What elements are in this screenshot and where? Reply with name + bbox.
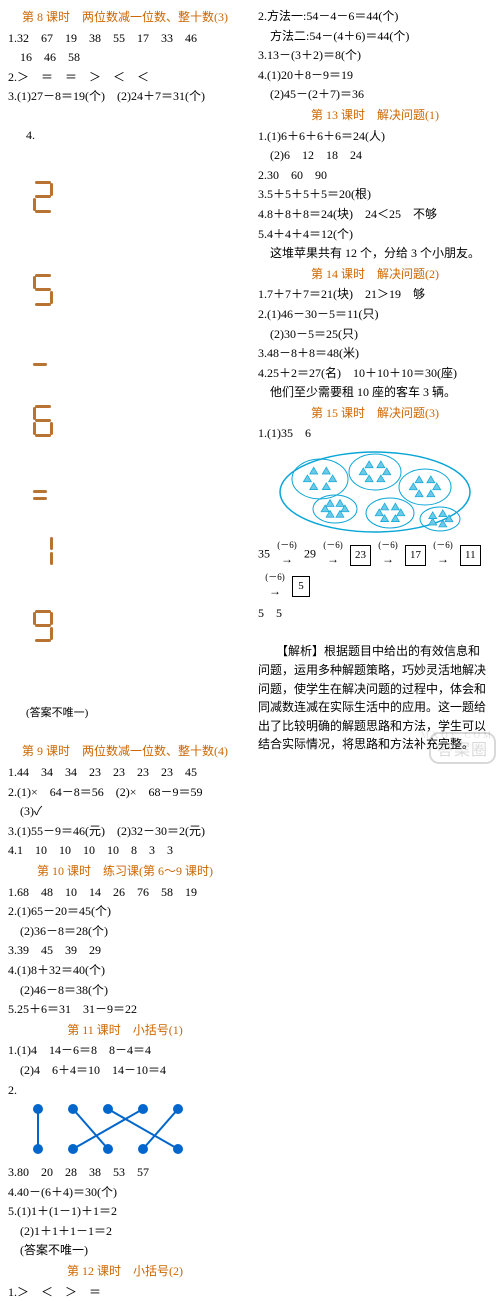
heading-lesson-13: 第 13 课时 解决问题(1)	[258, 106, 492, 125]
heading-lesson-8: 第 8 课时 两位数减一位数、整十数(3)	[8, 8, 242, 27]
matchstick-equation	[8, 165, 54, 700]
right-column: 2.方法一:54－4－6＝44(个) 方法二:54－(4＋6)＝44(个) 3.…	[250, 0, 500, 768]
heading-lesson-15: 第 15 课时 解决问题(3)	[258, 404, 492, 423]
pebble-diagram	[275, 447, 475, 537]
text-line: 4.40－(6＋4)＝30(个)	[8, 1183, 242, 1202]
text-line: 1.(1)4 14－6＝8 8－4＝4	[8, 1041, 242, 1060]
text-line: 3.39 45 39 29	[8, 941, 242, 960]
digit-1	[33, 535, 53, 567]
matches-row: 4.	[8, 107, 242, 740]
text-line: 1.(1)35 6	[258, 424, 492, 443]
text-line: 他们至少需要租 10 座的客车 3 辆。	[258, 383, 492, 402]
text-line: 1.7＋7＋7＝21(块) 21＞19 够	[258, 285, 492, 304]
text-line: 2.(1)× 64－8＝56 (2)× 68－9＝59	[8, 783, 242, 802]
heading-lesson-9: 第 9 课时 两位数减一位数、整十数(4)	[8, 742, 242, 761]
page: 第 8 课时 两位数减一位数、整十数(3) 1.32 67 19 38 55 1…	[0, 0, 500, 768]
flow-row-2: (－6)→5	[258, 573, 492, 601]
text-line: 3.(1)27－8＝19(个) (2)24＋7＝31(个)	[8, 87, 242, 106]
text-line: 3.(1)55－9＝46(元) (2)32－30＝2(元)	[8, 822, 242, 841]
digit-6	[33, 405, 53, 437]
text-line: 5.25＋6＝31 31－9＝22	[8, 1000, 242, 1019]
text-line: 4.(1)20＋8－9＝19	[258, 66, 492, 85]
text-line: 2.方法一:54－4－6＝44(个)	[258, 7, 492, 26]
label: 2.	[8, 1081, 242, 1100]
text-line: 5 5	[258, 604, 492, 623]
equals-icon	[33, 479, 47, 511]
text-line: 2.30 60 90	[258, 166, 492, 185]
text-line: 1.68 48 10 14 26 76 58 19	[8, 883, 242, 902]
text-line: 5.4＋4＋4＝12(个)	[258, 225, 492, 244]
text-line: 1.(1)6＋6＋6＋6＝24(人)	[258, 127, 492, 146]
text-line: 16 46 58	[8, 48, 242, 67]
left-column: 第 8 课时 两位数减一位数、整十数(3) 1.32 67 19 38 55 1…	[0, 0, 250, 768]
analysis-head: 【解析】	[276, 644, 324, 658]
text-line: 4.(1)8＋32＝40(个)	[8, 961, 242, 980]
text-line: 3.13－(3＋2)＝8(个)	[258, 46, 492, 65]
text-line: 4.8＋8＋8＝24(块) 24＜25 不够	[258, 205, 492, 224]
text-line: (2)6 12 18 24	[258, 146, 492, 165]
text-line: (2)45－(2＋7)＝36	[258, 85, 492, 104]
text-line: 2.＞ ＝ ＝ ＞ ＜ ＜	[8, 68, 242, 87]
text-line: (2)4 6＋4＝10 14－10＝4	[8, 1061, 242, 1080]
text-line: (2)1＋1＋1－1＝2	[8, 1222, 242, 1241]
text-line: 1.＞ ＜ ＞ ＝	[8, 1283, 242, 1301]
text-line: 4.1 10 10 10 10 8 3 3	[8, 841, 242, 860]
digit-9	[33, 610, 53, 642]
text-line: 3.80 20 28 38 53 57	[8, 1163, 242, 1182]
flow-row-1: 35(－6)→29(－6)→23(－6)→17(－6)→11	[258, 541, 492, 569]
heading-lesson-12: 第 12 课时 小括号(2)	[8, 1262, 242, 1281]
note: (答案不唯一)	[26, 707, 88, 719]
text-line: 这堆苹果共有 12 个，分给 3 个小朋友。	[258, 244, 492, 263]
text-line: 2.(1)46－30－5＝11(只)	[258, 305, 492, 324]
label: 4.	[26, 128, 35, 142]
heading-lesson-11: 第 11 课时 小括号(1)	[8, 1021, 242, 1040]
text-line: 方法二:54－(4＋6)＝44(个)	[258, 27, 492, 46]
text-line: (答案不唯一)	[8, 1241, 242, 1260]
digit-5	[33, 274, 53, 306]
watermark-main: 答案圈	[429, 732, 496, 764]
heading-lesson-10: 第 10 课时 练习课(第 6～9 课时)	[8, 862, 242, 881]
text-line: 3.48－8＋8＝48(米)	[258, 344, 492, 363]
dot-match-diagram	[18, 1101, 198, 1161]
heading-lesson-14: 第 14 课时 解决问题(2)	[258, 265, 492, 284]
text-line: 5.(1)1＋(1－1)＋1＝2	[8, 1202, 242, 1221]
text-line: (2)30－5＝25(只)	[258, 325, 492, 344]
text-line: 1.32 67 19 38 55 17 33 46	[8, 29, 242, 48]
text-line: 3.5＋5＋5＋5＝20(根)	[258, 185, 492, 204]
text-line: 1.44 34 34 23 23 23 23 45	[8, 763, 242, 782]
minus-icon	[33, 349, 47, 381]
text-line: (3)✓	[8, 802, 242, 821]
digit-2	[33, 181, 53, 213]
text-line: (2)36－8＝28(个)	[8, 922, 242, 941]
text-line: (2)46－8＝38(个)	[8, 981, 242, 1000]
text-line: 4.25＋2＝27(名) 10＋10＋10＝30(座)	[258, 364, 492, 383]
text-line: 2.(1)65－20＝45(个)	[8, 902, 242, 921]
